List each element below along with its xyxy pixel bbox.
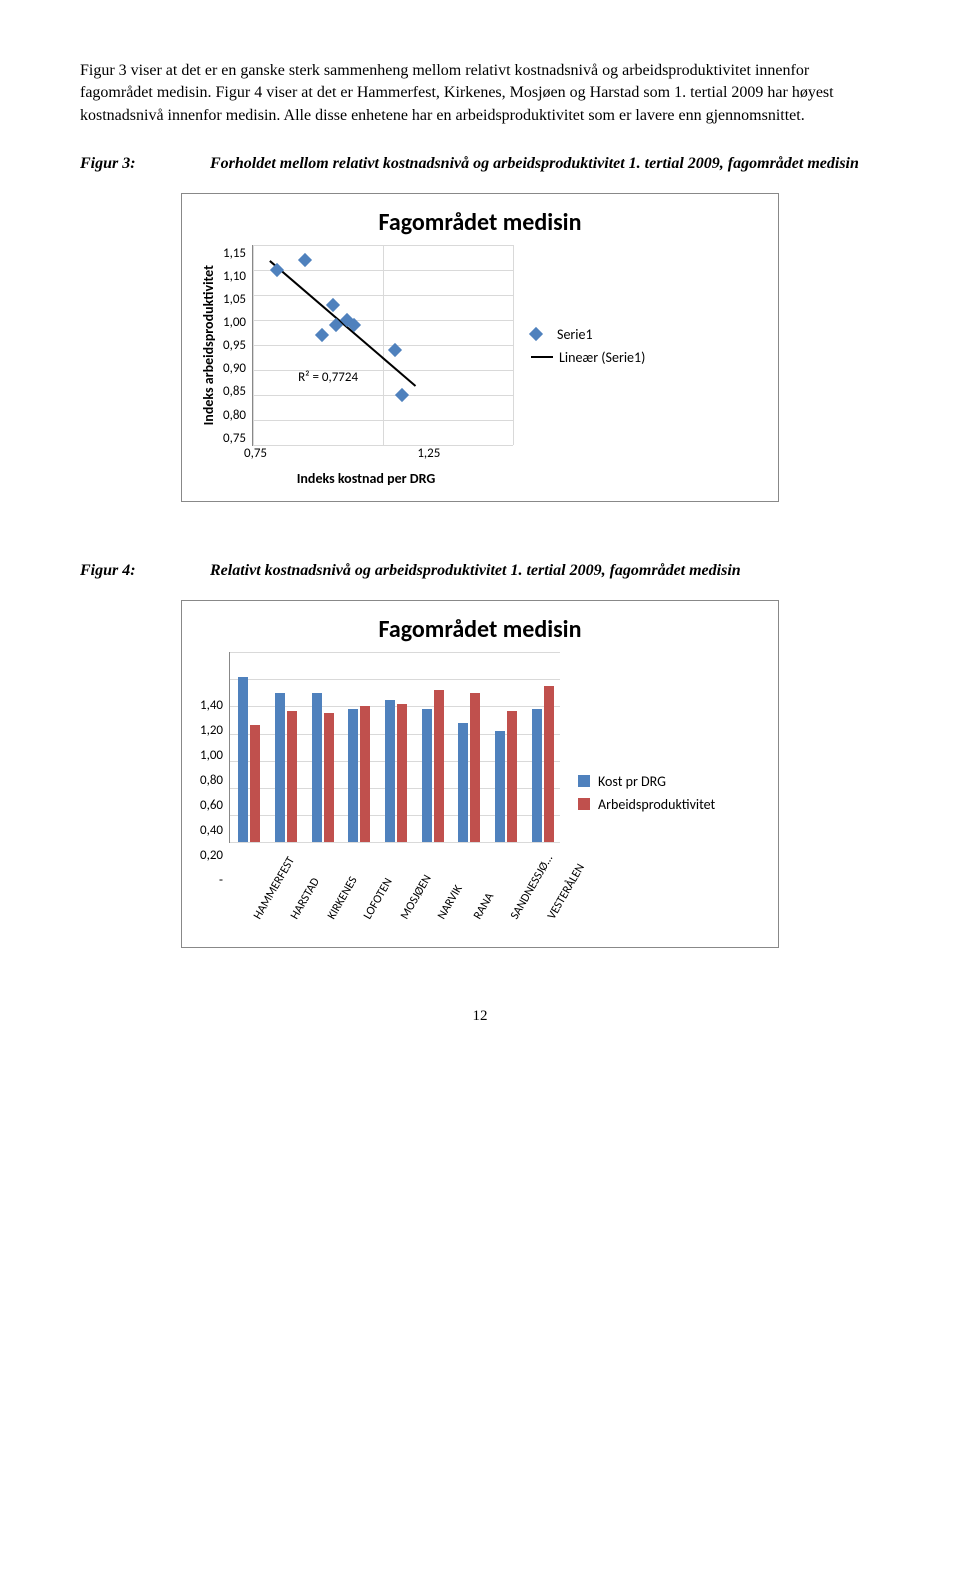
figure4-caption: Figur 4: Relativt kostnadsnivå og arbeid… [80, 562, 880, 580]
figure3-plot-area: R² = 0,7724 [252, 245, 513, 446]
bar [422, 709, 432, 842]
figure4-chart: Fagområdet medisin 1,40 1,20 1,00 0,80 0,60 0… [181, 600, 779, 948]
bar [238, 677, 248, 843]
legend-square-icon [578, 775, 590, 787]
bar [507, 711, 517, 843]
data-point [298, 253, 312, 267]
x-tick-label: 0,75 [244, 446, 267, 461]
x-category-label: NARVIK [435, 883, 466, 922]
x-category-label: LOFOTEN [361, 876, 396, 922]
legend-square-icon [578, 798, 590, 810]
bar [397, 704, 407, 842]
y-tick-label: 1,10 [223, 269, 246, 284]
bar [324, 713, 334, 842]
figure4-title: Fagområdet medisin [200, 615, 760, 644]
x-tick-label: 1,25 [417, 446, 440, 461]
figure4-caption-text: Relativt kostnadsnivå og arbeidsprodukti… [210, 562, 741, 580]
y-tick-label: - [219, 873, 223, 888]
legend-item: Lineær (Serie1) [531, 349, 645, 366]
legend-label: Lineær (Serie1) [559, 349, 645, 366]
bar-group [275, 693, 297, 842]
figure4-chart-container: Fagområdet medisin 1,40 1,20 1,00 0,80 0,60 0… [80, 600, 880, 948]
y-tick-label: 0,75 [223, 431, 246, 446]
y-tick-label: 1,00 [200, 748, 223, 763]
bar-group [422, 690, 444, 842]
figure3-caption-text: Forholdet mellom relativt kostnadsnivå o… [210, 155, 859, 173]
y-tick-label: 1,15 [223, 246, 246, 261]
y-tick-label: 1,40 [200, 698, 223, 713]
figure4-caption-key: Figur 4: [80, 562, 210, 580]
y-tick-label: 0,80 [223, 408, 246, 423]
legend-item: Arbeidsproduktivitet [578, 796, 715, 813]
legend-marker-icon [529, 327, 543, 341]
gridline [253, 245, 254, 445]
figure4-y-ticks: 1,40 1,20 1,00 0,80 0,60 0,40 0,20 - [200, 698, 229, 888]
page-number: 12 [80, 1008, 880, 1025]
figure3-legend: Serie1 Lineær (Serie1) [531, 320, 645, 372]
y-tick-label: 0,60 [200, 798, 223, 813]
figure3-x-ticks: 0,751,25 [256, 446, 516, 464]
y-tick-label: 0,40 [200, 823, 223, 838]
data-point [270, 263, 284, 277]
intro-paragraph: Figur 3 viser at det er en ganske sterk … [80, 60, 880, 127]
gridline [230, 652, 560, 653]
y-tick-label: 1,20 [200, 723, 223, 738]
data-point [315, 328, 329, 342]
bar-group [532, 686, 554, 842]
figure3-title: Fagområdet medisin [200, 208, 760, 237]
gridline [230, 679, 560, 680]
legend-line-icon [531, 356, 553, 358]
x-category-label: HARSTAD [288, 876, 323, 922]
figure3-caption-key: Figur 3: [80, 155, 210, 173]
gridline [383, 245, 384, 445]
figure4-legend: Kost pr DRG Arbeidsproduktivitet [578, 767, 715, 819]
bar-group [385, 700, 407, 843]
y-tick-label: 1,00 [223, 315, 246, 330]
legend-label: Arbeidsproduktivitet [598, 796, 715, 813]
legend-item: Serie1 [531, 326, 645, 343]
gridline [513, 245, 514, 445]
bar [458, 723, 468, 842]
y-tick-label: 0,20 [200, 848, 223, 863]
y-tick-label: 0,90 [223, 361, 246, 376]
bar [250, 725, 260, 842]
bar-group [238, 677, 260, 843]
r-squared-label: R² = 0,7724 [298, 370, 358, 385]
legend-label: Kost pr DRG [598, 773, 666, 790]
figure3-y-ticks: 1,15 1,10 1,05 1,00 0,95 0,90 0,85 0,80 0,75 [223, 246, 252, 446]
y-tick-label: 0,95 [223, 338, 246, 353]
y-tick-label: 0,85 [223, 384, 246, 399]
bar [275, 693, 285, 842]
x-category-label: RANA [471, 891, 497, 922]
data-point [395, 388, 409, 402]
y-tick-label: 0,80 [200, 773, 223, 788]
bar-group [495, 711, 517, 843]
figure3-caption: Figur 3: Forholdet mellom relativt kostn… [80, 155, 880, 173]
figure4-x-labels: HAMMERFESTHARSTADKIRKENESLOFOTENMOSJØENN… [229, 843, 559, 933]
bar-group [458, 693, 480, 842]
y-tick-label: 1,05 [223, 292, 246, 307]
x-category-label: MOSJØEN [398, 873, 435, 922]
figure3-chart-container: Fagområdet medisin Indeks arbeidsprodukt… [80, 193, 880, 502]
bar-group [348, 706, 370, 842]
bar [532, 709, 542, 842]
bar [348, 709, 358, 842]
figure3-x-label: Indeks kostnad per DRG [236, 470, 496, 487]
legend-item: Kost pr DRG [578, 773, 715, 790]
x-category-label: VESTERÅLEN [545, 862, 588, 923]
bar [544, 686, 554, 842]
figure4-plot-area [229, 652, 560, 843]
bar [470, 693, 480, 842]
bar [385, 700, 395, 843]
legend-label: Serie1 [557, 326, 593, 343]
bar [495, 731, 505, 842]
x-category-label: KIRKENES [325, 875, 361, 923]
bar [312, 693, 322, 842]
bar-group [312, 693, 334, 842]
figure3-chart: Fagområdet medisin Indeks arbeidsprodukt… [181, 193, 779, 502]
bar [434, 690, 444, 842]
figure3-y-label: Indeks arbeidsproduktivitet [200, 265, 217, 425]
bar [287, 711, 297, 843]
bar [360, 706, 370, 842]
